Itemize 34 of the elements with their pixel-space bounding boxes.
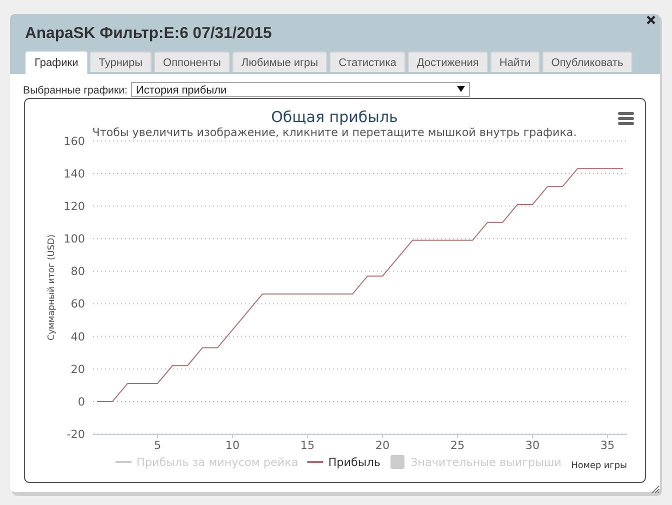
x-tick-label: 5: [154, 439, 162, 452]
x-tick-label: 15: [300, 439, 315, 452]
legend-label: Прибыль: [328, 456, 380, 469]
y-tick-label: 80: [70, 265, 85, 278]
x-tick-label: 10: [225, 439, 240, 452]
tab: Оппоненты: [154, 52, 230, 72]
tab: Турниры: [90, 52, 152, 72]
y-tick-label: 120: [64, 200, 85, 214]
y-tick-label: 100: [64, 232, 85, 246]
chart-subtitle: Чтобы увеличить изображение, кликните и перетащите мышкой внутрь графика.: [92, 126, 577, 139]
chart-title: Общая прибыль: [271, 108, 398, 126]
tab: Графики: [26, 52, 88, 74]
tab: Статистика: [330, 52, 406, 72]
x-tick-label: 30: [525, 439, 540, 452]
y-tick-label: -20: [66, 428, 85, 441]
y-axis-title: Суммарный итог (USD): [47, 234, 57, 341]
y-tick-label: 140: [64, 167, 85, 180]
text: Выбранные графики:: [23, 84, 128, 96]
x-axis-title: Номер игры: [571, 461, 627, 471]
y-tick-label: 60: [70, 298, 85, 311]
tab: Найти: [490, 52, 540, 72]
y-tick-label: 20: [70, 362, 85, 376]
y-tick-label: 160: [64, 134, 85, 148]
x-tick-label: 20: [375, 439, 390, 452]
line-series: [97, 168, 623, 402]
x-tick-label: 35: [600, 439, 615, 452]
tab: Любимые игры: [232, 52, 328, 72]
y-tick-label: 0: [78, 395, 85, 408]
y-tick-label: 40: [70, 330, 85, 344]
dropdown-field: История прибыли: [131, 82, 470, 97]
x-tick-label: 25: [450, 439, 465, 452]
tab: Опубликовать: [542, 52, 632, 72]
tab: Достижения: [408, 52, 488, 72]
text: AnapaSK Фильтр:E:6 07/31/2015: [25, 25, 272, 42]
